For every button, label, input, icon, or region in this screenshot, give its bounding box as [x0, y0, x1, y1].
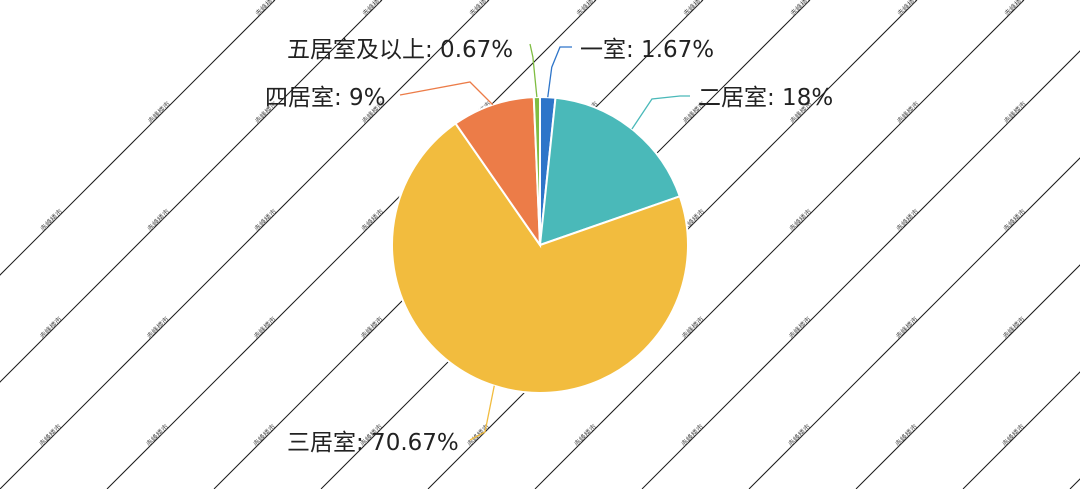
slice-label-2: 二居室: 18%	[698, 85, 833, 111]
watermark-text: 赤峰楼市	[1002, 0, 1028, 18]
pie-slice-4	[454, 96, 542, 249]
watermark-line	[0, 0, 490, 489]
watermark-line	[0, 0, 383, 383]
watermark-text: 赤峰楼市	[38, 315, 64, 341]
watermark-text: 赤峰楼市	[787, 315, 813, 341]
leader-line-2	[631, 95, 690, 130]
watermark-line	[0, 0, 276, 276]
watermark-line	[748, 157, 1080, 489]
watermark-text: 赤峰楼市	[787, 207, 813, 233]
watermark-text: 赤峰楼市	[895, 0, 921, 18]
watermark-text: 赤峰楼市	[681, 0, 707, 18]
watermark-text: 赤峰楼市	[145, 315, 171, 341]
watermark-text: 赤峰楼市	[145, 207, 171, 233]
watermark-text: 赤峰楼市	[680, 315, 706, 341]
watermark-text: 赤峰楼市	[788, 0, 814, 18]
watermark-text: 赤峰楼市	[467, 0, 493, 18]
watermark-line	[1069, 478, 1080, 489]
slice-label-3: 三居室: 70.67%	[287, 430, 459, 456]
watermark-line	[962, 371, 1080, 489]
watermark-text: 赤峰楼市	[252, 315, 278, 341]
watermark-text: 赤峰楼市	[572, 422, 598, 448]
watermark-text: 赤峰楼市	[1001, 207, 1027, 233]
watermark-text: 赤峰楼市	[679, 422, 705, 448]
leader-line-4	[399, 81, 494, 106]
watermark-text: 赤峰楼市	[146, 99, 172, 125]
slice-label-5: 五居室及以上: 0.67%	[287, 37, 513, 63]
watermark-text: 赤峰楼市	[37, 422, 63, 448]
leader-line-3	[469, 385, 495, 441]
slice-label-1: 一室: 1.67%	[580, 37, 714, 63]
watermark-text: 赤峰楼市	[252, 207, 278, 233]
watermark-line	[855, 264, 1080, 489]
watermark-text: 赤峰楼市	[360, 0, 386, 18]
watermark-text: 赤峰楼市	[895, 99, 921, 125]
leader-line-1	[547, 46, 572, 98]
watermark-text: 赤峰楼市	[893, 422, 919, 448]
pie-slice-3	[391, 122, 689, 394]
watermark-text: 赤峰楼市	[1002, 99, 1028, 125]
watermark-text: 赤峰楼市	[253, 0, 279, 18]
pie-slices	[391, 95, 689, 394]
watermark-text: 赤峰楼市	[359, 207, 385, 233]
leader-lines	[399, 43, 690, 441]
watermark-text: 赤峰楼市	[144, 422, 170, 448]
watermark-line	[534, 0, 1025, 489]
watermark-text: 赤峰楼市	[894, 207, 920, 233]
slice-labels: 一室: 1.67% 二居室: 18% 三居室: 70.67% 四居室: 9% 五居室及以…	[265, 37, 833, 456]
watermark-line	[106, 0, 597, 489]
slice-label-4: 四居室: 9%	[265, 85, 386, 111]
leader-line-5	[529, 43, 538, 98]
watermark-text: 赤峰楼市	[38, 207, 64, 233]
watermark-text: 赤峰楼市	[359, 315, 385, 341]
watermark-text: 赤峰楼市	[1000, 422, 1026, 448]
watermark-text: 赤峰楼市	[786, 422, 812, 448]
watermark-text: 赤峰楼市	[1001, 315, 1027, 341]
watermark-text: 赤峰楼市	[574, 0, 600, 18]
watermark-line	[641, 50, 1080, 489]
watermark-text: 赤峰楼市	[894, 315, 920, 341]
watermark-text: 赤峰楼市	[251, 422, 277, 448]
